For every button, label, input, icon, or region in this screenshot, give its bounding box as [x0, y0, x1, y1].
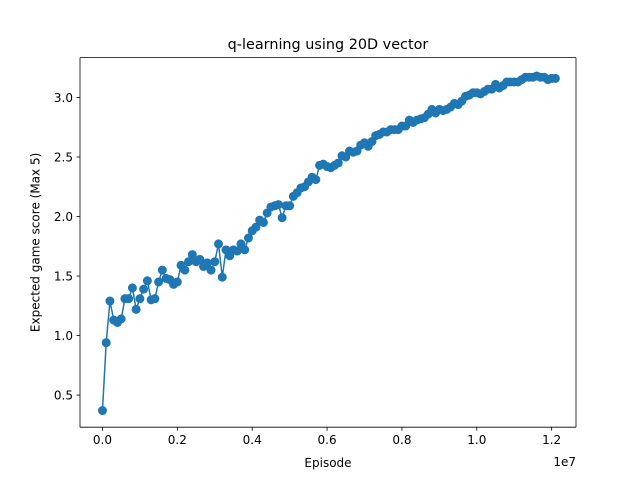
- chart-title: q-learning using 20D vector: [228, 37, 429, 53]
- x-tick-label: 0.2: [168, 433, 187, 447]
- data-point: [101, 338, 111, 348]
- y-tick-label: 1.5: [54, 269, 73, 283]
- data-point: [139, 284, 149, 294]
- data-point: [217, 272, 227, 282]
- data-point: [124, 294, 134, 304]
- x-tick-label: 0.6: [318, 433, 337, 447]
- data-point: [206, 265, 216, 275]
- data-point: [187, 250, 197, 260]
- data-point: [240, 245, 250, 255]
- data-point: [210, 257, 220, 267]
- y-tick-label: 2.5: [54, 150, 73, 164]
- data-point: [157, 265, 167, 275]
- x-axis-offset-label: 1e7: [553, 455, 576, 469]
- y-tick-label: 1.0: [54, 329, 73, 343]
- data-point: [105, 296, 115, 306]
- x-tick-label: 1.2: [542, 433, 561, 447]
- data-point: [277, 213, 287, 223]
- data-point: [273, 200, 283, 210]
- data-point: [127, 283, 137, 293]
- y-axis-label: Expected game score (Max 5): [29, 153, 43, 332]
- axes-layer: 0.0 0.2 0.4 0.6 0.8 1.0 1.2 0.5 1.0 1.5 2.0 2.5 3.0: [54, 57, 577, 447]
- x-tick-label: 0.4: [243, 433, 262, 447]
- x-axis-label: Episode: [304, 456, 351, 470]
- data-point: [172, 277, 182, 287]
- x-tick-label: 0.0: [93, 433, 112, 447]
- data-point: [116, 314, 126, 324]
- data-point: [97, 406, 107, 416]
- data-point: [142, 276, 152, 286]
- plot-area: [80, 57, 576, 428]
- data-point: [311, 175, 321, 185]
- x-tick-label: 0.8: [392, 433, 411, 447]
- y-tick-label: 2.0: [54, 210, 73, 224]
- data-point: [285, 201, 295, 211]
- data-point: [180, 265, 190, 275]
- data-point: [243, 233, 253, 243]
- y-tick-label: 0.5: [54, 388, 73, 402]
- y-tick-label: 3.0: [54, 91, 73, 105]
- data-point: [150, 294, 160, 304]
- data-point: [251, 222, 261, 232]
- data-point: [135, 294, 145, 304]
- data-point: [154, 277, 164, 287]
- series-layer: [97, 71, 560, 416]
- data-point: [333, 158, 343, 168]
- data-point: [214, 239, 224, 249]
- data-point: [195, 254, 205, 264]
- data-point: [550, 73, 560, 83]
- data-point: [258, 217, 268, 227]
- data-point: [131, 304, 141, 314]
- x-tick-label: 1.0: [467, 433, 486, 447]
